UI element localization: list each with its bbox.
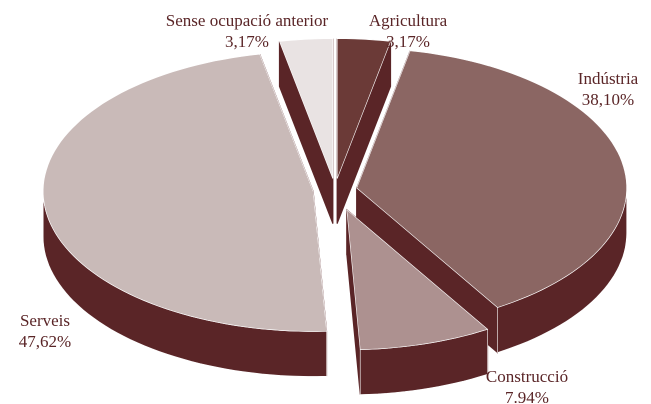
slice-value-label: 7.94% bbox=[505, 388, 549, 404]
slice-value-label: 3,17% bbox=[386, 32, 430, 51]
slice-value-label: 38,10% bbox=[582, 90, 634, 109]
slice-top bbox=[278, 38, 334, 179]
slice-value-label: 47,62% bbox=[19, 332, 71, 351]
slice-top bbox=[346, 209, 489, 350]
slice-top bbox=[336, 38, 392, 179]
slice-label: Serveis bbox=[20, 311, 70, 330]
slice-label: Agricultura bbox=[369, 11, 448, 30]
slice-top bbox=[356, 50, 627, 308]
slice-label: Construcció bbox=[486, 367, 568, 386]
slice-value-label: 3,17% bbox=[225, 32, 269, 51]
slice-label: Sense ocupació anterior bbox=[166, 11, 329, 30]
slice-label: Indústria bbox=[578, 69, 639, 88]
slice-top bbox=[42, 53, 327, 332]
